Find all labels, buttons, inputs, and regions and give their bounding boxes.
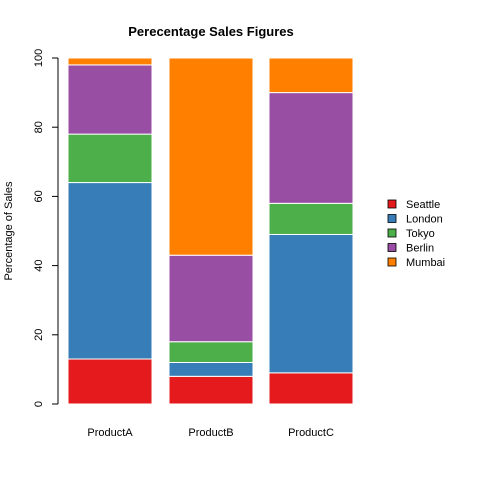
legend-item-london: London	[387, 214, 443, 226]
x-axis-labels: ProductA ProductB ProductC	[87, 427, 334, 439]
bar-segment-london	[67, 182, 153, 360]
y-axis-label: Percentage of Sales	[3, 181, 15, 281]
legend-label: London	[406, 214, 443, 226]
bar-segment-london	[268, 233, 354, 374]
x-tick-label: ProductB	[188, 427, 233, 439]
bar-segment-tokyo	[268, 202, 354, 235]
legend-label: Tokyo	[406, 228, 435, 240]
bar-stack-productc	[268, 57, 354, 405]
legend-swatch	[387, 199, 397, 209]
bar-segment-tokyo	[67, 133, 153, 184]
y-tick-label: 40	[33, 259, 45, 271]
bar-segment-berlin	[168, 254, 254, 343]
bar-segment-seattle	[168, 375, 254, 405]
legend-item-mumbai: Mumbai	[387, 257, 445, 269]
y-tick-label: 60	[33, 190, 45, 202]
legend: Seattle London Tokyo Berlin Mumbai	[387, 199, 445, 269]
legend-label: Mumbai	[406, 257, 445, 269]
legend-label: Seattle	[406, 199, 440, 211]
bar-segment-seattle	[67, 358, 153, 405]
y-tick-label: 0	[33, 401, 45, 407]
bar-segment-mumbai	[168, 57, 254, 256]
bar-segment-mumbai	[268, 57, 354, 94]
bar-stack-producta	[67, 57, 153, 405]
legend-swatch	[387, 214, 397, 223]
bars-group	[67, 57, 354, 405]
legend-swatch	[387, 243, 397, 252]
x-tick-label: ProductC	[288, 427, 334, 439]
bar-segment-mumbai	[67, 57, 153, 66]
legend-label: Berlin	[406, 243, 434, 255]
y-axis: 0 20 40 60 80 100	[33, 49, 59, 407]
legend-item-seattle: Seattle	[387, 199, 440, 211]
bar-segment-london	[168, 361, 254, 377]
bar-segment-seattle	[268, 372, 354, 405]
y-tick-label: 20	[33, 329, 45, 341]
bar-segment-berlin	[67, 64, 153, 135]
bar-segment-tokyo	[168, 341, 254, 363]
y-tick-label: 100	[33, 49, 45, 67]
legend-item-berlin: Berlin	[387, 243, 434, 255]
legend-swatch	[387, 228, 397, 238]
legend-item-tokyo: Tokyo	[387, 228, 435, 240]
bar-stack-productb	[168, 57, 254, 405]
chart-title: Perecentage Sales Figures	[128, 24, 293, 39]
x-tick-label: ProductA	[87, 427, 133, 439]
y-tick-label: 80	[33, 121, 45, 133]
legend-swatch	[387, 257, 397, 267]
bar-segment-berlin	[268, 92, 354, 204]
